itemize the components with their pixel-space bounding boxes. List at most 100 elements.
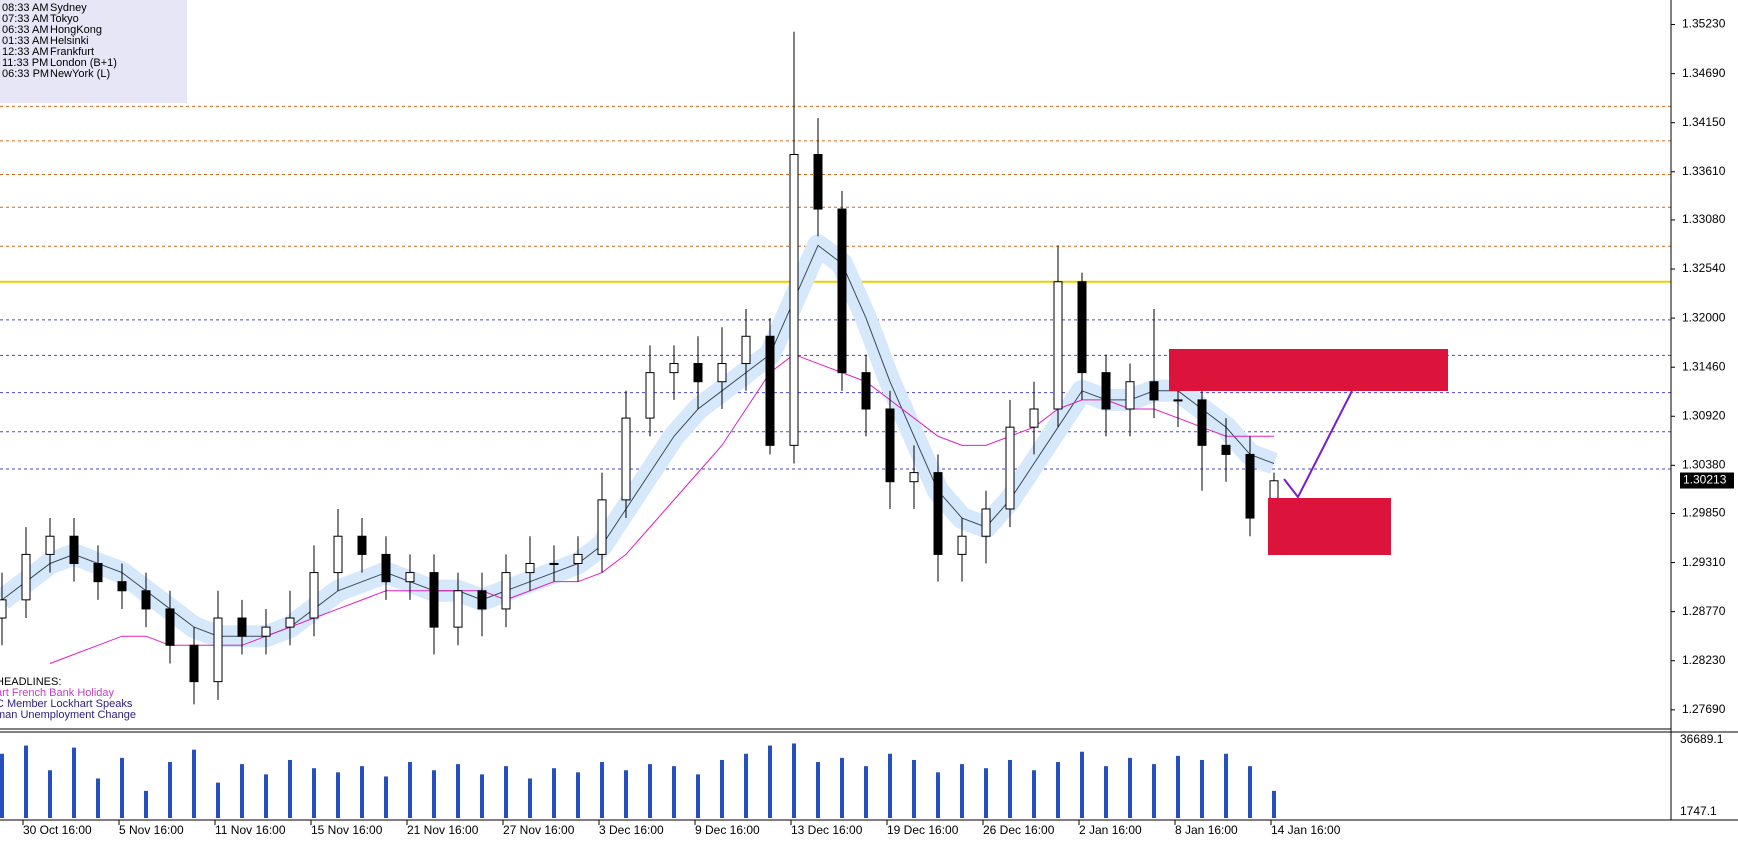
candle-body — [141, 590, 151, 610]
volume-bar — [216, 782, 220, 818]
clock-time: 11:33 PM — [2, 57, 48, 69]
candle-body — [501, 572, 511, 610]
volume-bar — [648, 764, 652, 818]
candle-body — [69, 535, 79, 564]
candle-body — [237, 617, 247, 637]
y-tick-label: 1.31460 — [1682, 359, 1726, 373]
volume-bar — [744, 753, 748, 818]
clock-time: 06:33 AM — [2, 24, 48, 36]
last-price-label: 1.30213 — [1683, 473, 1727, 487]
volume-bar — [1248, 766, 1252, 818]
candle-body — [837, 208, 847, 374]
x-tick-label: 19 Dec 16:00 — [887, 823, 959, 837]
candle-body — [1101, 372, 1111, 410]
headline: HEADLINES: — [0, 676, 61, 688]
volume-bar — [1224, 753, 1228, 818]
y-tick-label: 1.34690 — [1682, 66, 1726, 80]
candle-body — [261, 626, 271, 637]
volume-bar — [624, 770, 628, 818]
candle-body — [165, 608, 175, 646]
clock-time: 07:33 AM — [2, 13, 48, 25]
candle-body — [333, 535, 343, 574]
volume-bar — [24, 745, 28, 818]
x-tick-label: 30 Oct 16:00 — [23, 823, 92, 837]
y-tick-label: 1.33080 — [1682, 212, 1726, 226]
ma-line — [49, 353, 1274, 664]
volume-bar — [576, 772, 580, 818]
volume-bar — [600, 762, 604, 818]
volume-bar — [0, 753, 4, 818]
volume-bar — [960, 764, 964, 818]
clock-city: HongKong — [50, 24, 102, 36]
volume-bar — [312, 768, 316, 818]
volume-bar — [1104, 766, 1108, 818]
candle-body — [1173, 399, 1183, 402]
candle-body — [645, 372, 655, 419]
volume-tick-label: 36689.1 — [1680, 732, 1724, 746]
volume-bar — [984, 768, 988, 818]
candle-body — [0, 599, 7, 619]
candle-body — [1197, 399, 1207, 446]
y-tick-label: 1.29310 — [1682, 555, 1726, 569]
candle-body — [309, 572, 319, 619]
volume-bar — [144, 790, 148, 818]
candle-body — [981, 508, 991, 537]
volume-bar — [672, 766, 676, 818]
candle-body — [693, 363, 703, 383]
volume-bar — [168, 762, 172, 818]
y-tick-label: 1.32000 — [1682, 310, 1726, 324]
headline: C Member Lockhart Speaks — [0, 698, 133, 710]
candle-body — [573, 553, 583, 564]
x-tick-label: 26 Dec 16:00 — [983, 823, 1055, 837]
volume-bar — [888, 753, 892, 818]
x-tick-label: 8 Jan 16:00 — [1175, 823, 1238, 837]
volume-bar — [456, 764, 460, 818]
y-tick-label: 1.30380 — [1682, 458, 1726, 472]
candle-body — [789, 154, 799, 446]
x-tick-label: 11 Nov 16:00 — [215, 823, 286, 837]
volume-bar — [72, 747, 76, 818]
demand-zone — [1268, 498, 1391, 555]
candle-body — [957, 535, 967, 555]
clock-city: London (B+1) — [50, 57, 117, 69]
candle-body — [21, 553, 31, 601]
clock-city: Frankfurt — [50, 46, 94, 58]
volume-bar — [120, 757, 124, 818]
candle-body — [429, 572, 439, 628]
candle-body — [477, 590, 487, 610]
volume-tick-label: 1747.1 — [1680, 804, 1717, 818]
candle-body — [741, 335, 751, 365]
candle-body — [1125, 381, 1135, 410]
levels — [0, 105, 1671, 470]
axes: 1.35230 1.34690 1.34150 1.33610 1.33080 1.325… — [22, 17, 1734, 837]
volume-bar — [480, 774, 484, 818]
x-tick-label: 9 Dec 16:00 — [695, 823, 760, 837]
candle-body — [813, 154, 823, 210]
y-tick-label: 1.30920 — [1682, 408, 1726, 422]
volume-bar — [696, 774, 700, 818]
volume-bar — [912, 759, 916, 818]
clock-time: 01:33 AM — [2, 35, 48, 47]
clock-city: Sydney — [50, 2, 87, 14]
candle-body — [597, 499, 607, 555]
clock-city: Helsinki — [50, 35, 89, 47]
x-tick-label: 21 Nov 16:00 — [407, 823, 479, 837]
candle-body — [1077, 281, 1087, 374]
volume-bar — [96, 778, 100, 818]
y-tick-label: 1.34150 — [1682, 115, 1726, 129]
x-tick-label: 3 Dec 16:00 — [599, 823, 664, 837]
y-tick-label: 1.35230 — [1682, 17, 1726, 31]
candle-body — [1149, 381, 1159, 401]
volume-bar — [336, 772, 340, 818]
last-price-box — [1680, 472, 1734, 489]
volume-bar — [552, 768, 556, 818]
candle-body — [381, 553, 391, 583]
clock-time: 06:33 PM — [2, 68, 49, 80]
clock-panel — [0, 0, 187, 103]
volume-bar — [768, 745, 772, 818]
supply-zone — [1169, 349, 1448, 391]
candle-body — [117, 581, 127, 592]
y-tick-label: 1.32540 — [1682, 261, 1726, 275]
x-tick-label: 15 Nov 16:00 — [311, 823, 383, 837]
